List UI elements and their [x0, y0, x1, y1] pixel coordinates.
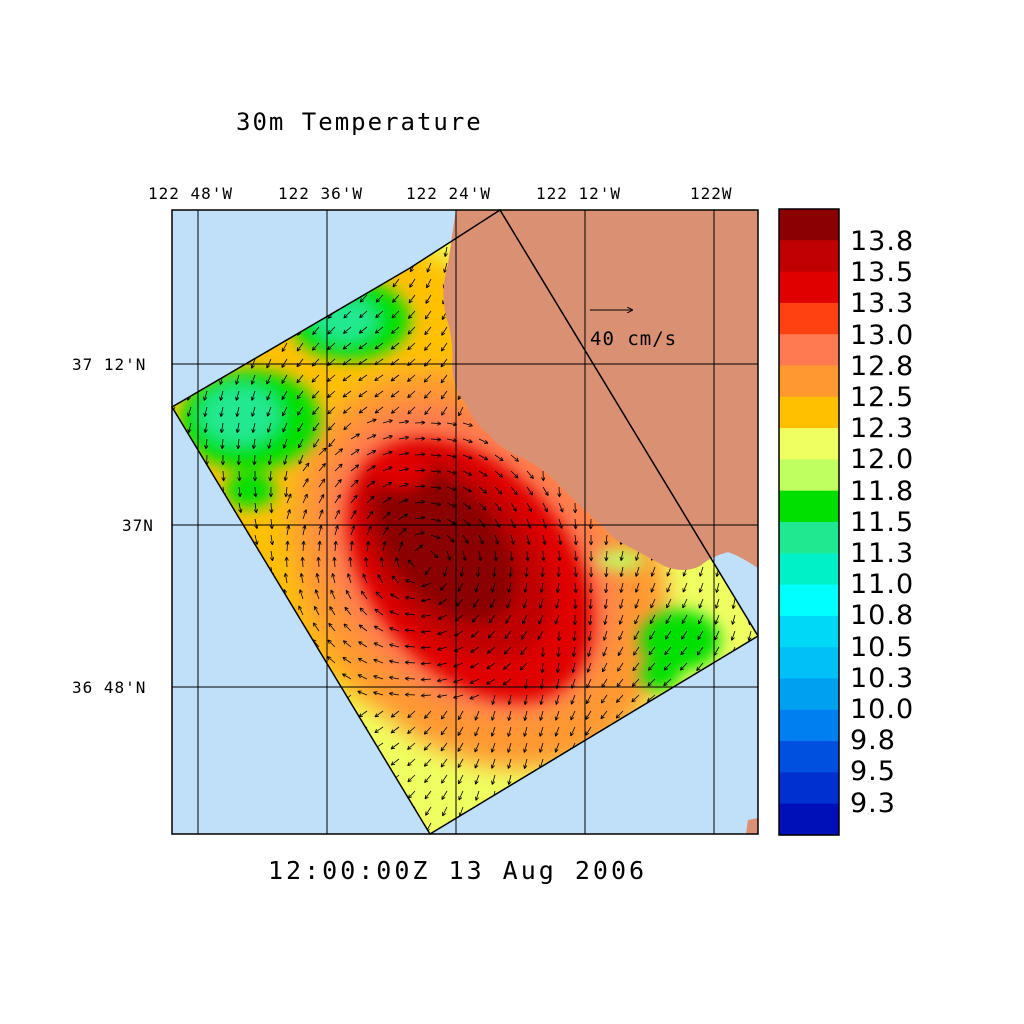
colorbar-swatch: [779, 647, 839, 680]
reference-label: 40 cm/s: [590, 328, 677, 350]
colorbar-swatch: [779, 615, 839, 648]
colorbar-label: 11.3: [850, 538, 915, 569]
colorbar-swatch: [779, 209, 839, 241]
colorbar-label: 11.0: [850, 569, 915, 601]
colorbar-label: 9.3: [850, 787, 896, 819]
colorbar-label: 11.5: [850, 506, 915, 538]
colorbar-swatch: [779, 490, 839, 523]
colorbar-swatch: [779, 396, 839, 429]
map-frame: [171, 209, 759, 835]
colorbar-label: 12.5: [850, 382, 915, 413]
colorbar-label: 10.0: [850, 694, 915, 725]
vector-reference: 40 cm/s: [590, 310, 677, 350]
land-fragment: [746, 818, 758, 834]
domain-boundary: [170, 208, 760, 836]
lat-label-37-12n: 37 12'N: [72, 355, 147, 374]
colorbar-swatch: [779, 741, 839, 773]
colorbar-swatch: [779, 271, 839, 304]
colorbar-swatch: [779, 709, 839, 742]
colorbar-label: 13.0: [850, 319, 915, 351]
colorbar-label: 13.3: [850, 288, 915, 320]
colorbar-label: 12.3: [850, 413, 915, 445]
colorbar-swatch: [779, 772, 839, 805]
colorbar-swatch: [779, 365, 839, 398]
colorbar-swatch: [779, 302, 839, 335]
timestamp: 12:00:00Z 13 Aug 2006: [268, 856, 648, 885]
lon-label-122-48w: 122 48'W: [148, 184, 234, 203]
colorbar-swatch: [779, 584, 839, 617]
lon-label-122-24w: 122 24'W: [406, 184, 492, 203]
colorbar-label: 9.5: [850, 756, 896, 788]
colorbar-label: 9.8: [850, 725, 896, 757]
land-overlay: [443, 210, 758, 570]
colorbar-label: 12.0: [850, 444, 915, 476]
colorbar-swatch: [779, 459, 839, 492]
colorbar-swatch: [779, 522, 839, 554]
colorbar-swatch: [779, 428, 839, 460]
colorbar-swatch: [779, 240, 839, 273]
colorbar-label: 10.5: [850, 631, 915, 663]
colorbar-label: 11.8: [850, 475, 915, 507]
colorbar-label: 13.8: [850, 226, 915, 257]
lat-label-36-48n: 36 48'N: [72, 678, 147, 697]
colorbar-swatch: [779, 553, 839, 586]
colorbar-swatch: [779, 803, 839, 836]
graticule: [172, 210, 758, 834]
lon-label-122-36w: 122 36'W: [278, 184, 364, 203]
lat-label-37n: 37N: [122, 516, 154, 535]
colorbar-label: 10.8: [850, 600, 915, 632]
colorbar-label: 12.8: [850, 350, 915, 382]
lon-label-122w: 122W: [690, 184, 733, 203]
colorbar-frame: [778, 208, 840, 836]
colorbar-swatch: [779, 678, 839, 711]
map-title: 30m Temperature: [236, 108, 483, 136]
colorbar-swatch: [779, 334, 839, 367]
colorbar-label: 10.3: [850, 662, 915, 694]
lon-label-122-12w: 122 12'W: [536, 184, 622, 203]
colorbar: [778, 208, 840, 836]
colorbar-label: 13.5: [850, 257, 915, 289]
